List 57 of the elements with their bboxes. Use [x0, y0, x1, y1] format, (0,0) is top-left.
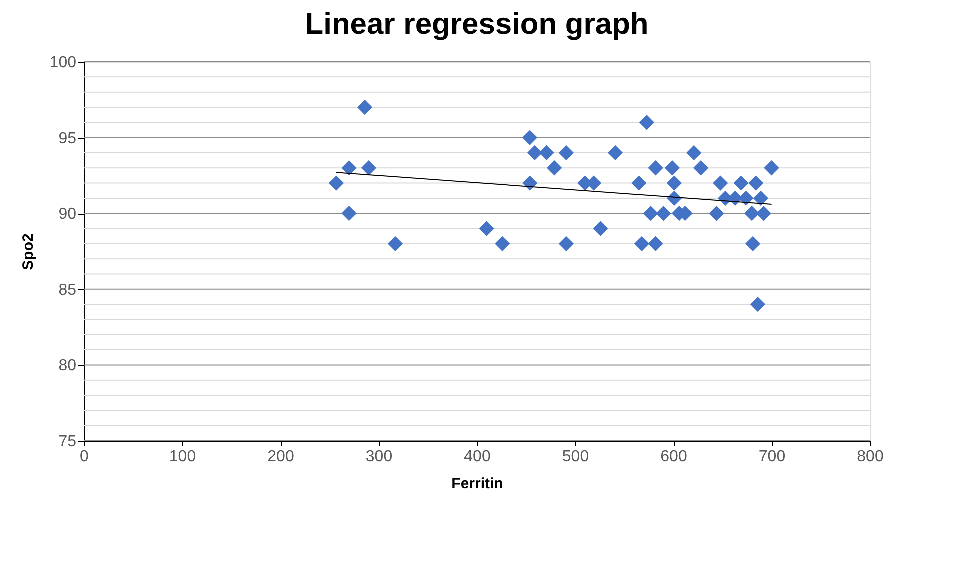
y-axis-title: Spo2: [20, 234, 37, 270]
point: [756, 206, 772, 222]
point: [388, 236, 404, 252]
point: [639, 115, 655, 130]
point: [522, 176, 538, 191]
point: [634, 236, 650, 252]
point: [608, 145, 624, 161]
point: [666, 176, 682, 191]
point: [328, 176, 344, 191]
point: [648, 160, 664, 176]
point: [558, 145, 574, 161]
x-tick-label: 700: [758, 448, 786, 466]
y-tick-label: 100: [50, 54, 77, 72]
point: [558, 236, 574, 252]
y-tick-label: 85: [58, 282, 77, 299]
x-tick-label: 600: [660, 448, 688, 466]
chart-title: Linear regression graph: [305, 8, 649, 41]
point: [593, 221, 608, 236]
point: [734, 176, 749, 191]
point: [547, 160, 562, 176]
x-tick-label: 500: [562, 448, 590, 466]
point: [357, 100, 373, 116]
point: [643, 206, 658, 222]
point: [522, 130, 538, 146]
point: [361, 160, 377, 176]
point: [539, 145, 554, 161]
point: [527, 145, 543, 161]
point: [738, 190, 754, 206]
x-tick-label: 400: [464, 448, 491, 466]
x-tick-label: 800: [857, 448, 884, 466]
point: [656, 206, 672, 222]
point: [494, 236, 510, 252]
x-axis-title: Ferritin: [452, 476, 504, 492]
point: [713, 176, 728, 191]
y-tick-label: 95: [58, 130, 77, 148]
point: [342, 160, 357, 176]
point: [342, 206, 357, 222]
point: [750, 296, 766, 312]
x-tick-label: 300: [366, 448, 393, 466]
point: [648, 236, 664, 252]
point: [746, 236, 761, 252]
x-tick-label: 100: [169, 448, 196, 466]
point: [744, 206, 760, 222]
point: [632, 176, 647, 191]
y-tick-label: 75: [58, 434, 77, 450]
y-tick-label: 90: [58, 206, 77, 224]
y-tick-label: 80: [58, 358, 77, 375]
point: [764, 160, 780, 176]
x-tick-label: 200: [268, 448, 294, 466]
point: [709, 206, 724, 222]
point: [686, 145, 702, 161]
point: [479, 221, 494, 236]
point: [693, 160, 709, 176]
x-tick-label: 0: [80, 448, 90, 466]
point: [748, 176, 764, 191]
point: [664, 160, 680, 176]
point: [753, 190, 769, 206]
